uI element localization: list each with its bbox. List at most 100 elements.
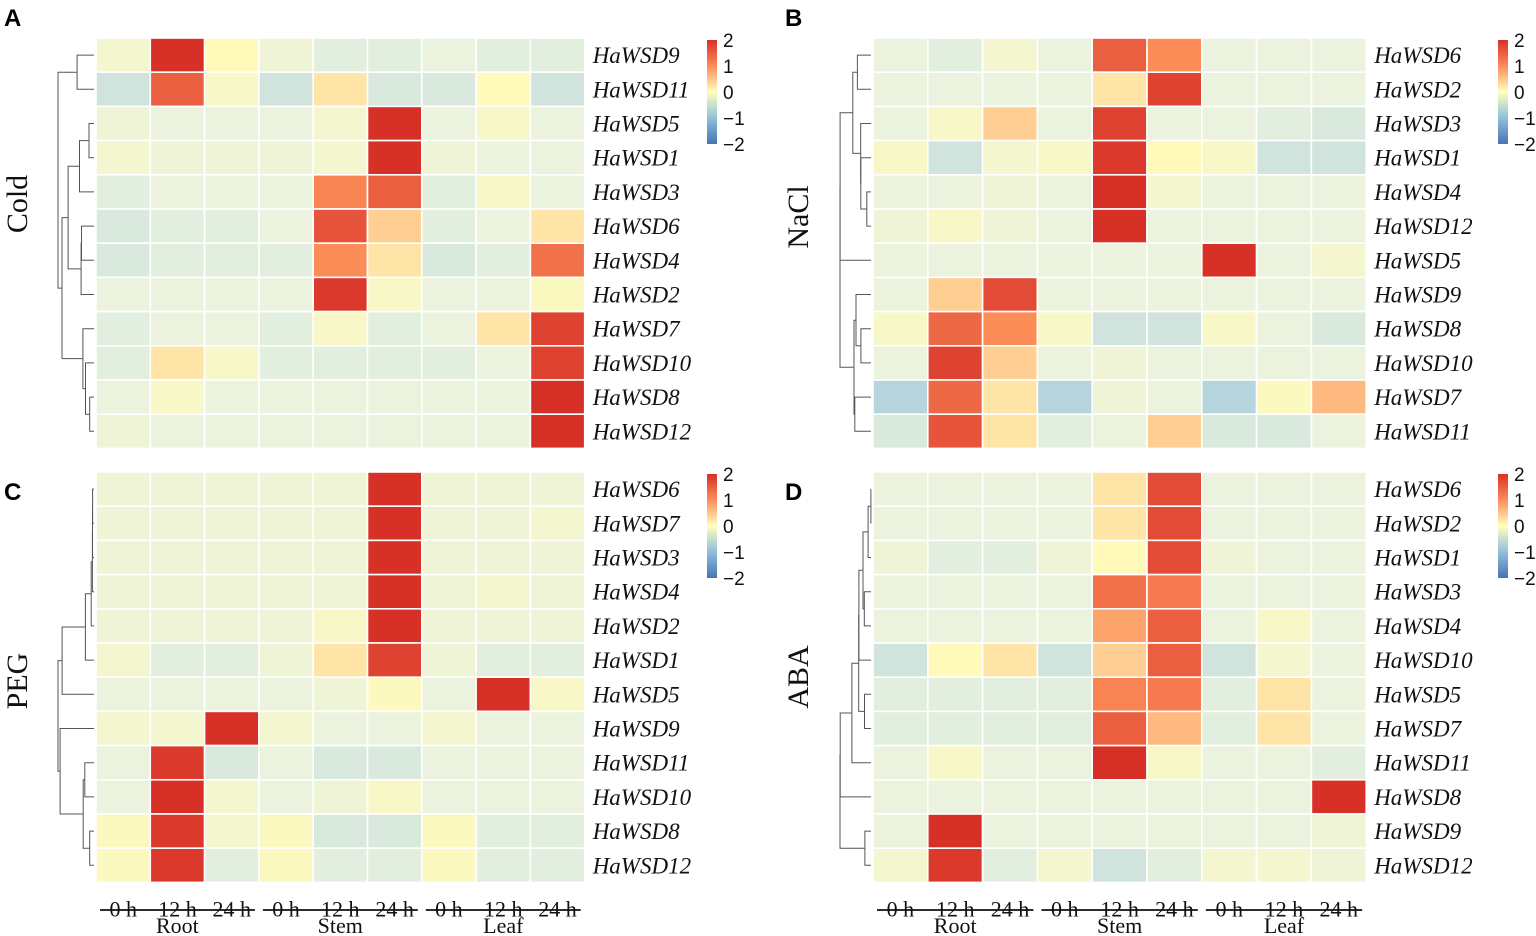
heatmap-cell: [872, 379, 929, 416]
x-axis: 0 h 12 h 24 h 0 h 12 h 24 h 0 h 12 h 24 h Root Ste…: [100, 896, 581, 936]
heatmap-cell: [926, 139, 984, 176]
gene-label: HaWSD5: [1373, 248, 1461, 273]
colorbar: 2 1 0 −1 −2: [1498, 465, 1536, 590]
dendrogram-branch: [866, 191, 871, 227]
dendrogram-branch: [59, 728, 94, 815]
dendrogram-branch: [91, 531, 94, 593]
colorbar: 2 1 0 −1 −2: [1498, 31, 1536, 156]
heatmap-cell: [1201, 642, 1258, 679]
heatmap-cell: [1310, 813, 1368, 850]
heatmap-cell: [258, 71, 314, 108]
heatmap-cell: [258, 573, 314, 610]
heatmap-cell: [529, 105, 586, 142]
heatmap-cell: [1146, 710, 1203, 747]
heatmap-cell: [981, 710, 1039, 747]
heatmap-cell: [1255, 208, 1313, 245]
heatmap-cell: [149, 379, 206, 416]
heatmap-cell: [420, 344, 477, 381]
column-tick-label: 0 h: [1051, 896, 1079, 921]
heatmap-cell: [1146, 379, 1203, 416]
dendrogram-branch: [79, 140, 94, 193]
colorbar-gradient: [707, 40, 717, 144]
heatmap-cell: [1036, 710, 1094, 747]
heatmap-cell: [926, 744, 984, 781]
heatmap-cell: [529, 642, 586, 679]
heatmap-cell: [1091, 242, 1148, 279]
panel-letter: A: [4, 5, 21, 32]
heatmap-cell: [258, 607, 314, 644]
heatmap-cell: [1310, 105, 1368, 142]
heatmap-cell: [258, 276, 314, 313]
row-dendrogram: [839, 488, 872, 866]
gene-label: HaWSD1: [1373, 146, 1461, 171]
heatmap-cell: [1201, 710, 1258, 747]
heatmap-cell: [312, 242, 369, 279]
heatmap-cell: [872, 276, 929, 313]
heatmap-cell: [981, 310, 1039, 347]
heatmap-cell: [529, 607, 586, 644]
heatmap-cell: [872, 505, 929, 542]
heatmap-cell: [366, 208, 423, 245]
dendrogram-branch: [851, 662, 871, 764]
gene-label: HaWSD12: [592, 853, 691, 878]
heatmap-cell: [1091, 379, 1148, 416]
heatmap-cell: [366, 847, 423, 884]
heatmap-cell: [1091, 105, 1148, 142]
heatmap-cell: [1310, 778, 1368, 815]
colorbar-tick-label: 2: [723, 465, 734, 486]
gene-label: HaWSD7: [592, 317, 681, 342]
heatmap-cell: [420, 539, 477, 576]
heatmap-cell: [872, 813, 929, 850]
heatmap-cell: [872, 310, 929, 347]
colorbar-tick-label: −1: [723, 543, 745, 564]
panel-a: A Cold HaWSD9HaWSD11HaWSD5HaWSD1HaWSD3Ha…: [1, 5, 745, 450]
heatmap-cell: [420, 379, 477, 416]
condition-label: PEG: [1, 653, 34, 710]
heatmap-cell: [529, 413, 586, 450]
heatmap-cell: [366, 139, 423, 176]
heatmap-cell: [258, 847, 314, 884]
heatmap-cell: [926, 208, 984, 245]
heatmap-cell: [1310, 344, 1368, 381]
row-dendrogram: [839, 54, 871, 432]
heatmap-cell: [475, 413, 532, 450]
heatmap-cell: [475, 344, 532, 381]
gene-label: HaWSD5: [592, 682, 680, 707]
heatmap-cell: [529, 276, 586, 313]
gene-label: HaWSD11: [1373, 419, 1471, 444]
heatmap-cell: [872, 539, 929, 576]
heatmap-cell: [926, 642, 984, 679]
heatmap-cell: [1146, 642, 1203, 679]
heatmap-cell: [1201, 778, 1258, 815]
heatmap-cell: [203, 710, 260, 747]
heatmap-cell: [149, 505, 206, 542]
heatmap-cell: [1146, 71, 1203, 108]
heatmap-cell: [366, 344, 423, 381]
heatmap-cell: [872, 676, 929, 713]
heatmap-cell: [529, 379, 586, 416]
heatmap-cell: [475, 242, 532, 279]
heatmap-cell: [872, 37, 929, 74]
heatmap-cell: [926, 276, 984, 313]
dendrogram-branch: [81, 225, 94, 261]
heatmap-cell: [203, 744, 260, 781]
gene-label: HaWSD3: [1373, 112, 1461, 137]
dendrogram-branch: [88, 123, 94, 159]
heatmap-cell: [312, 344, 369, 381]
heatmap-cell: [1310, 276, 1368, 313]
heatmap-cell: [1310, 847, 1368, 884]
condition-label: ABA: [782, 645, 815, 709]
heatmap-cell: [1146, 505, 1203, 542]
heatmap-cell: [981, 607, 1039, 644]
dendrogram-branch: [61, 217, 83, 360]
heatmap-cell: [1091, 573, 1148, 610]
heatmap-cell: [872, 71, 929, 108]
heatmap-cell: [420, 174, 477, 210]
heatmap-cell: [926, 174, 984, 210]
gene-label: HaWSD12: [1373, 853, 1472, 878]
heatmap-cell: [312, 276, 369, 313]
heatmap-cell: [420, 276, 477, 313]
dendrogram-branch: [76, 54, 94, 90]
gene-label: HaWSD8: [1373, 785, 1461, 810]
heatmap-cell: [203, 139, 260, 176]
